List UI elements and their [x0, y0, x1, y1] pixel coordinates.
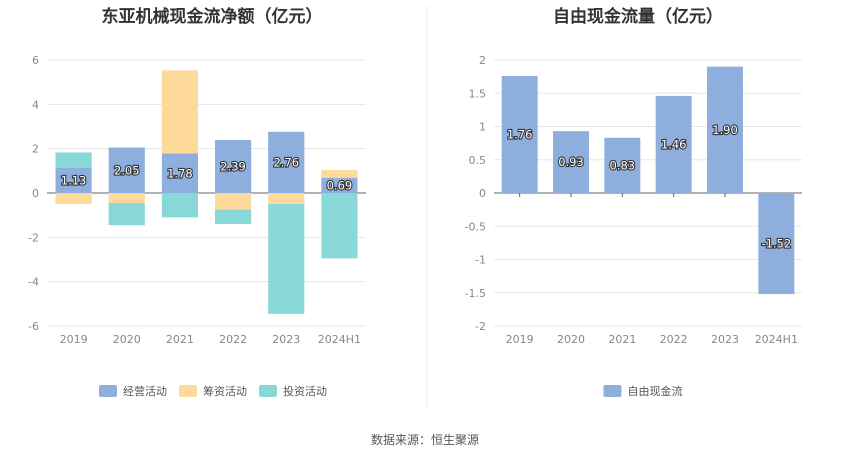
bar	[553, 131, 589, 193]
bar	[321, 177, 358, 193]
y-tick-label: 0.5	[469, 154, 487, 167]
legend-swatch	[603, 385, 622, 397]
data-label: -1.52	[761, 237, 791, 251]
data-label: 1.46	[661, 137, 687, 151]
x-tick-label: 2020	[557, 333, 585, 346]
x-tick-label: 2021	[608, 333, 636, 346]
data-label: 1.90	[712, 123, 738, 137]
legend-swatch	[179, 385, 197, 397]
free-cash-flow-chart: 自由现金流量（亿元） 2 1.5 1 0.5 0 -0.5 -1 -1.5 -2 2019 2020 2…	[465, 6, 802, 398]
x-tick-label: 2019	[60, 333, 88, 346]
y-tick-label: -1	[475, 254, 486, 267]
data-label: 2.05	[114, 163, 140, 177]
data-label: 1.76	[507, 127, 533, 141]
bar	[215, 209, 252, 225]
x-tick-label: 2023	[272, 333, 300, 346]
legend-label: 筹资活动	[203, 384, 247, 398]
source-label: 数据来源：恒生聚源	[371, 432, 479, 447]
legend-swatch	[99, 385, 117, 397]
y-tick-label: 1.5	[469, 87, 487, 100]
x-tick-label: 2021	[166, 333, 194, 346]
chart-title: 东亚机械现金流净额（亿元）	[102, 6, 323, 27]
bar	[108, 202, 145, 226]
x-tick-label: 2023	[711, 333, 739, 346]
x-tick-label: 2020	[113, 333, 141, 346]
y-tick-label: -0.5	[465, 220, 486, 233]
bar	[161, 193, 198, 218]
bar	[161, 153, 198, 193]
bar	[321, 169, 358, 178]
legend-label: 经营活动	[123, 384, 167, 398]
bar	[215, 140, 252, 193]
bar	[108, 193, 145, 203]
y-tick-label: -6	[28, 320, 39, 333]
bar	[321, 193, 358, 259]
bar	[55, 152, 92, 168]
bar	[501, 75, 538, 193]
y-tick-label: -2	[475, 320, 486, 333]
bar	[55, 167, 92, 193]
y-tick-label: -1.5	[465, 287, 486, 300]
y-tick-label: 2	[479, 54, 486, 67]
data-label: 2.76	[273, 155, 299, 169]
data-label: 0.83	[610, 158, 636, 172]
legend-label: 投资活动	[283, 384, 327, 398]
bar	[268, 193, 305, 205]
bar	[655, 95, 692, 193]
x-tick-label: 2022	[219, 333, 247, 346]
bar	[268, 131, 305, 193]
bar	[161, 70, 198, 154]
x-tick-label: 2024H1	[318, 333, 361, 346]
bar	[707, 66, 743, 193]
bar	[604, 137, 641, 193]
data-label: 0.69	[327, 178, 353, 192]
bar	[55, 193, 92, 205]
data-label: 1.13	[61, 173, 87, 187]
y-tick-label: -2	[28, 231, 39, 244]
data-label: 0.93	[558, 155, 584, 169]
y-tick-label: 0	[32, 187, 39, 200]
bar	[268, 204, 305, 314]
chart-title: 自由现金流量（亿元）	[553, 6, 723, 27]
bar	[758, 193, 795, 295]
x-tick-label: 2022	[660, 333, 688, 346]
y-tick-label: 6	[32, 54, 39, 67]
y-tick-label: 4	[32, 98, 39, 111]
y-tick-label: 1	[479, 121, 486, 134]
x-tick-label: 2019	[506, 333, 534, 346]
net-cash-flow-chart: 东亚机械现金流净额（亿元） 6 4 2 0 -2 -4 -6 2019 2020 2021 2022 2…	[28, 6, 366, 398]
legend-label: 自由现金流	[628, 384, 683, 398]
legend-swatch	[259, 385, 277, 397]
x-tick-label: 2024H1	[755, 333, 798, 346]
y-tick-label: -4	[28, 276, 39, 289]
data-label: 1.78	[167, 166, 193, 180]
bar	[215, 193, 252, 210]
y-tick-label: 0	[479, 187, 486, 200]
data-label: 2.39	[220, 160, 246, 174]
y-tick-label: 2	[32, 143, 39, 156]
bar	[108, 147, 145, 193]
